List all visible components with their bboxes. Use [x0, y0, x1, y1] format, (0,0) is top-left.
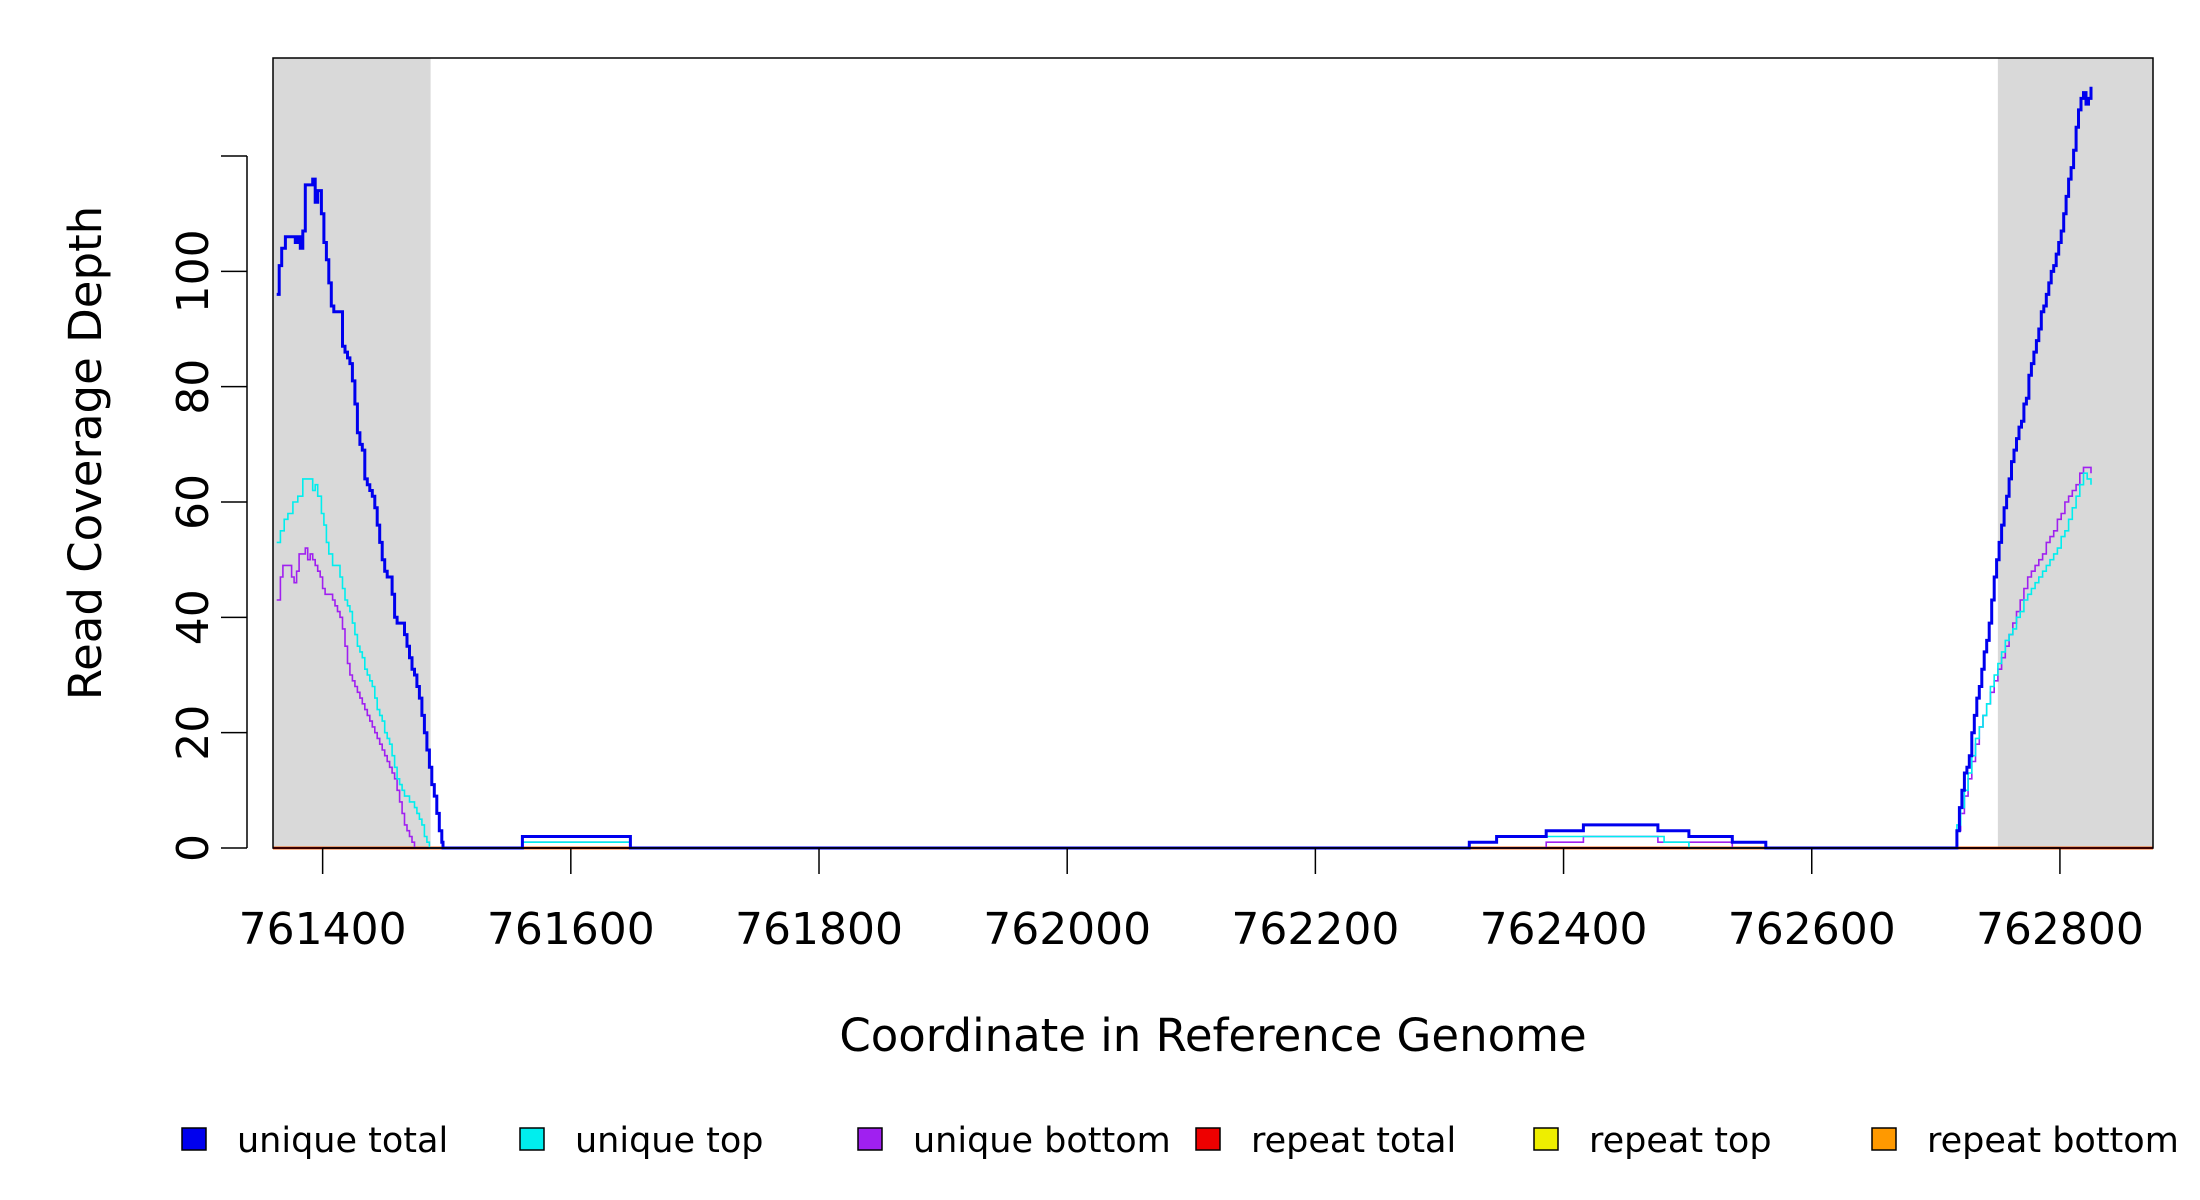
legend-swatch — [181, 1127, 207, 1151]
series-line-unique-top — [276, 472, 2092, 849]
x-tick-label: 761400 — [239, 904, 407, 955]
legend-label: repeat top — [1589, 1121, 1772, 1161]
x-tick-label: 762800 — [1976, 904, 2144, 955]
legend-swatch — [1195, 1127, 1221, 1151]
x-tick-label: 761600 — [487, 904, 655, 955]
legend-label: repeat bottom — [1927, 1121, 2179, 1161]
y-tick-label: 20 — [168, 705, 219, 761]
legend-swatch — [1533, 1127, 1559, 1151]
legend-label: unique bottom — [913, 1121, 1171, 1161]
plot-frame — [272, 57, 2154, 849]
x-tick-label: 762400 — [1480, 904, 1648, 955]
x-tick-label: 761800 — [735, 904, 903, 955]
legend-swatch — [857, 1127, 883, 1151]
x-tick-label: 762000 — [983, 904, 1151, 955]
series-line-unique-total — [276, 86, 2093, 850]
y-axis: 0 20 40 60 80 100 — [168, 155, 248, 862]
legend-label: unique top — [575, 1121, 764, 1161]
legend-label: repeat total — [1251, 1121, 1456, 1161]
legend-swatch — [1871, 1127, 1897, 1151]
x-tick-label: 762200 — [1231, 904, 1399, 955]
legend-swatch — [519, 1127, 545, 1151]
y-tick-label: 80 — [168, 359, 219, 415]
y-tick-label: 0 — [168, 834, 219, 862]
series-line-unique-bottom — [276, 466, 2092, 849]
shaded-regions — [273, 58, 2153, 848]
y-tick-label: 100 — [168, 229, 219, 313]
y-axis-title: Read Coverage Depth — [59, 206, 112, 700]
legend-label: unique total — [237, 1121, 448, 1161]
x-axis-title: Coordinate in Reference Genome — [839, 1009, 1586, 1062]
x-axis: 761400 761600 761800 762000 762200 762400 7626… — [239, 847, 2144, 955]
y-tick-label: 60 — [168, 474, 219, 530]
legend: unique total unique top unique bottom repea… — [181, 1121, 2179, 1161]
y-tick-label: 40 — [168, 589, 219, 645]
x-tick-label: 762600 — [1728, 904, 1896, 955]
series-lines — [273, 86, 2153, 850]
shaded-region-2 — [1997, 58, 2153, 848]
shaded-region-1 — [273, 58, 431, 848]
